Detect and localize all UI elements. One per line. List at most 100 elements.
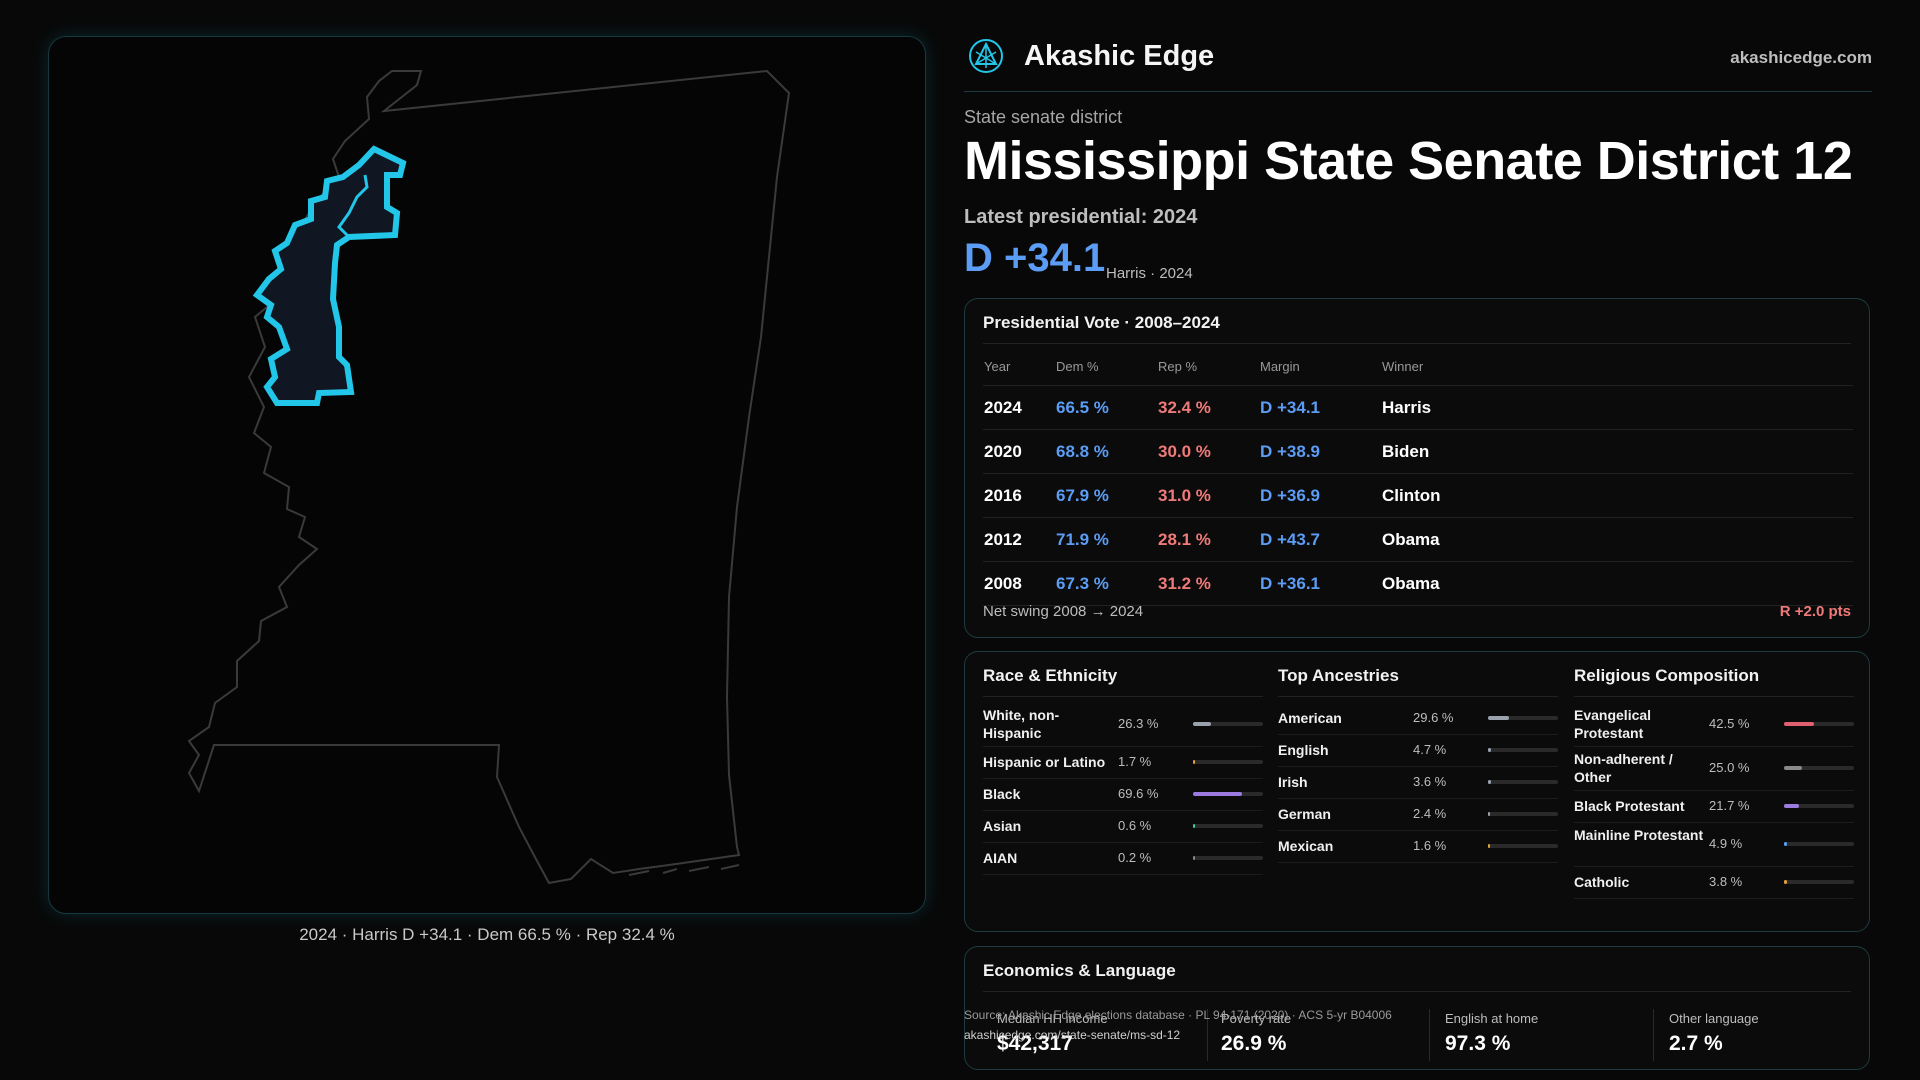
page-title: Mississippi State Senate District 12 [964,131,1853,191]
religion-bar-track [1784,804,1854,808]
source-footnote: Source: Akashic Edge elections database … [964,1005,1392,1045]
race-bar-fill [1193,760,1195,764]
district-map[interactable] [49,37,925,913]
ancestries-title: Top Ancestries [1278,666,1399,685]
brand-url[interactable]: akashicedge.com [1730,48,1872,67]
cell-rep: 32.4 % [1157,385,1259,430]
race-bar-fill [1193,792,1242,796]
source-url[interactable]: akashicedge.com/state-senate/ms-sd-12 [964,1028,1181,1042]
column-header-dem: Dem % [1055,347,1157,386]
race-label: AIAN [983,850,1018,866]
stat-label: Other language [1669,1011,1759,1026]
race-row: AIAN 0.2 % [983,842,1263,875]
cell-winner: Clinton [1381,473,1853,518]
religion-row: Non-adherent / Other 25.0 % [1574,746,1854,791]
race-bar-fill [1193,824,1195,828]
ancestry-label: English [1278,742,1329,758]
section-divider [1574,696,1854,697]
race-row: Hispanic or Latino 1.7 % [983,746,1263,779]
brand-name[interactable]: Akashic Edge [1024,40,1215,72]
ancestry-bar-track [1488,716,1558,720]
race-bar-fill [1193,722,1212,726]
religion-row: Mainline Protestant 4.9 % [1574,822,1854,867]
net-swing-label: Net swing 2008 → 2024 [983,603,1144,620]
table-row: 2016 67.9 % 31.0 % D +36.9 Clinton [983,473,1853,518]
race-row: Black 69.6 % [983,778,1263,811]
religion-row: Black Protestant 21.7 % [1574,790,1854,823]
religion-bar-track [1784,722,1854,726]
cell-winner: Obama [1381,561,1853,606]
race-row: Asian 0.6 % [983,810,1263,843]
brand-bar: Akashic Edge akashicedge.com [964,38,1872,78]
race-label: Asian [983,818,1022,834]
ancestry-row: English 4.7 % [1278,734,1558,767]
table-row: 2020 68.8 % 30.0 % D +38.9 Biden [983,429,1853,474]
district-shape[interactable] [252,145,407,406]
card-divider [983,343,1851,344]
race-value: 26.3 % [1118,716,1159,731]
race-bar-track [1193,722,1263,726]
stat-median-income: Median HH income $42,317 [997,1011,1197,1056]
source-text: Source: Akashic Edge elections database … [964,1008,1392,1022]
cell-dem: 68.8 % [1055,429,1157,474]
cell-winner: Harris [1381,385,1853,430]
map-panel[interactable] [48,36,926,914]
district-inner-edge [337,174,369,239]
cell-year: 2008 [983,561,1055,606]
cell-dem: 67.3 % [1055,561,1157,606]
religion-value: 3.8 % [1709,874,1743,889]
stat-divider [1207,1009,1208,1061]
ancestry-bar-track [1488,812,1558,816]
cell-dem: 67.9 % [1055,473,1157,518]
stat-value: 26.9 % [1221,1032,1287,1055]
headline-margin-sub: Harris · 2024 [1106,265,1193,282]
ancestry-value: 29.6 % [1413,710,1454,725]
ancestry-row: Mexican 1.6 % [1278,830,1558,863]
religion-label: Evangelical Protestant [1574,707,1652,741]
race-label: White, non-Hispanic [983,707,1060,741]
net-swing-value: R +2.0 pts [1779,603,1851,620]
state-outline [187,69,791,885]
column-header-margin: Margin [1259,347,1381,386]
religion-label: Black Protestant [1574,798,1685,814]
map-caption: 2024 · Harris D +34.1 · Dem 66.5 % · Rep… [299,925,675,944]
column-header-year: Year [983,347,1055,386]
religion-title: Religious Composition [1574,666,1760,685]
religion-label: Catholic [1574,874,1630,890]
religion-bar-track [1784,766,1854,770]
race-bar-track [1193,792,1263,796]
table-row: 2024 66.5 % 32.4 % D +34.1 Harris [983,385,1853,430]
ancestry-label: Mexican [1278,838,1334,854]
card-divider [983,991,1851,992]
ancestry-bar-fill [1488,844,1490,848]
ancestry-bar-fill [1488,716,1509,720]
stat-label: Poverty rate [1221,1011,1292,1026]
cell-rep: 28.1 % [1157,517,1259,562]
coast-islands [628,864,740,876]
religion-value: 25.0 % [1709,760,1750,775]
header-divider [964,91,1872,92]
stat-divider [1653,1009,1654,1061]
table-row: 2012 71.9 % 28.1 % D +43.7 Obama [983,517,1853,562]
stat-value: $42,317 [997,1032,1073,1055]
column-header-winner: Winner [1381,347,1853,386]
ancestry-label: Irish [1278,774,1308,790]
cell-margin: D +36.1 [1259,561,1381,606]
religion-label: Mainline Protestant [1574,827,1704,843]
table-header-row: Year Dem % Rep % Margin Winner [983,347,1853,386]
religion-value: 42.5 % [1709,716,1750,731]
cell-year: 2012 [983,517,1055,562]
religion-value: 4.9 % [1709,836,1743,851]
presidential-vote-title: Presidential Vote · 2008–2024 [983,313,1220,332]
headline-margin: D +34.1 [964,236,1106,280]
stat-label: Median HH income [997,1011,1108,1026]
ancestry-bar-track [1488,844,1558,848]
ancestry-label: American [1278,710,1342,726]
cell-year: 2024 [983,385,1055,430]
presidential-vote-table: Year Dem % Rep % Margin Winner 2024 66.5… [983,347,1853,606]
religion-bar-fill [1784,842,1788,846]
ancestry-bar-fill [1488,780,1491,784]
cell-winner: Obama [1381,517,1853,562]
akashic-edge-logo-icon[interactable] [968,38,1004,74]
ancestry-label: German [1278,806,1331,822]
